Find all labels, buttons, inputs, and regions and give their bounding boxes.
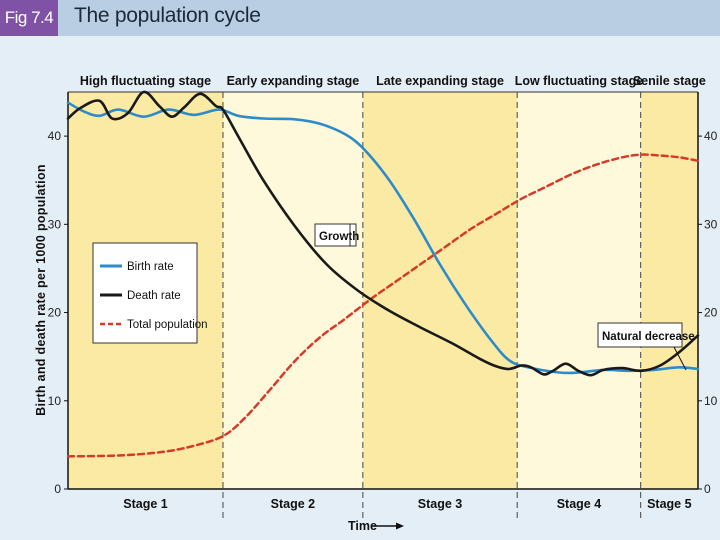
left-tick-label-10: 10 xyxy=(48,394,62,408)
stage-label-1: Stage 1 xyxy=(123,497,168,511)
stage-title-5: Senile stage xyxy=(633,74,706,88)
stage-label-5: Stage 5 xyxy=(647,497,692,511)
stage-label-4: Stage 4 xyxy=(557,497,602,511)
figure-number-badge: Fig 7.4 xyxy=(0,0,58,36)
figure-header: Fig 7.4 The population cycle xyxy=(0,0,720,36)
stage-title-4: Low fluctuating stage xyxy=(515,74,644,88)
series-lines xyxy=(66,90,700,458)
stage-title-2: Early expanding stage xyxy=(227,74,360,88)
stage-label-2: Stage 2 xyxy=(271,497,316,511)
right-tick-label-20: 20 xyxy=(704,306,718,320)
x-axis-label: Time xyxy=(348,519,377,533)
legend-box xyxy=(92,242,198,344)
series-line-total-population xyxy=(66,153,700,458)
legend-label-death-rate: Death rate xyxy=(127,290,181,302)
left-tick-label-30: 30 xyxy=(48,217,62,231)
legend: Birth rate Death rate Total population xyxy=(92,242,208,344)
right-tick-label-30: 30 xyxy=(704,217,718,231)
chart-frame xyxy=(67,91,699,519)
stage-band-4 xyxy=(517,92,641,489)
stage-band-5 xyxy=(640,92,698,489)
left-tick-label-0: 0 xyxy=(54,482,61,496)
left-tick-label-40: 40 xyxy=(48,129,62,143)
legend-label-birth-rate: Birth rate xyxy=(127,261,174,273)
stage-label-3: Stage 3 xyxy=(418,497,463,511)
time-arrow xyxy=(372,522,404,530)
y-axis-label: Birth and death rate per 1000 population xyxy=(34,164,48,416)
stage-bands xyxy=(68,92,698,489)
stage-footers: Stage 1 Stage 2 Stage 3 Stage 4 Stage 5 xyxy=(123,497,691,511)
legend-label-total-population: Total population xyxy=(127,319,208,331)
series-line-birth-rate xyxy=(66,101,700,375)
stage-band-2 xyxy=(222,92,363,489)
stage-title-1: High fluctuating stage xyxy=(80,74,211,88)
right-tick-label-10: 10 xyxy=(704,394,718,408)
natural-decrease-callout: Natural decrease xyxy=(597,322,695,371)
right-tick-label-0: 0 xyxy=(704,482,711,496)
stage-titles: High fluctuating stage Early expanding st… xyxy=(80,74,706,88)
figure-title: The population cycle xyxy=(74,4,261,27)
right-tick-label-40: 40 xyxy=(704,129,718,143)
stage-title-3: Late expanding stage xyxy=(376,74,504,88)
natural-decrease-annotation: Natural decrease xyxy=(602,331,695,343)
growth-callout: Growth xyxy=(314,223,359,247)
series-line-death-rate xyxy=(66,90,700,377)
axis-ticks: 0 0 10 10 20 20 30 30 40 40 xyxy=(48,129,718,496)
growth-annotation: Growth xyxy=(319,231,359,243)
stage-band-3 xyxy=(362,92,518,489)
left-tick-label-20: 20 xyxy=(48,306,62,320)
